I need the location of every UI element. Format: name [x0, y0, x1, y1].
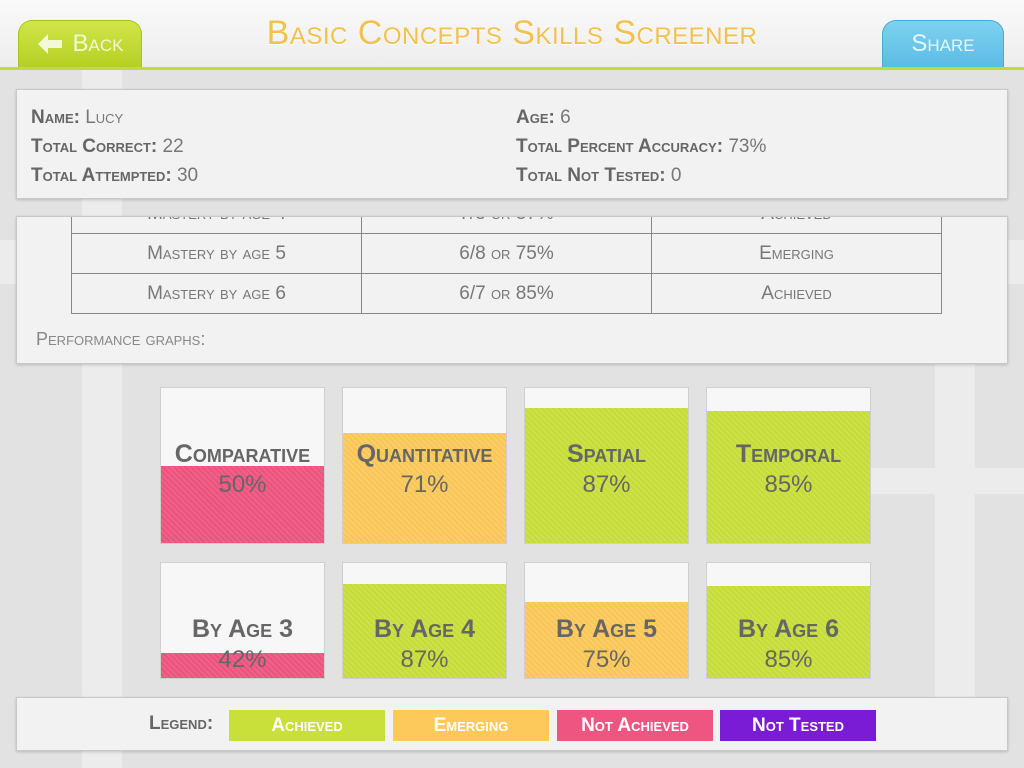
- share-button[interactable]: Share: [882, 20, 1004, 67]
- legend-emerging: Emerging: [393, 710, 549, 741]
- tile-name: Temporal: [735, 440, 842, 468]
- tile-fill: [343, 583, 506, 678]
- tile-name: Quantitative: [356, 440, 493, 468]
- table-row: Mastery by age 5 6/8 or 75% Emerging: [71, 233, 942, 274]
- tile-fill: [707, 586, 870, 678]
- tile-fill: [161, 652, 324, 678]
- tile-comparative[interactable]: Comparative 50%: [160, 387, 325, 544]
- back-arrow-icon: [37, 34, 62, 54]
- share-button-label: Share: [911, 30, 975, 57]
- student-age: Age: 6: [516, 107, 571, 128]
- back-button[interactable]: Back: [18, 20, 142, 67]
- tile-percent: 50%: [218, 471, 267, 498]
- tile-name: By Age 5: [556, 615, 657, 643]
- tile-name: By Age 4: [374, 615, 475, 643]
- total-correct: Total Correct: 22: [31, 136, 184, 157]
- table-row: Mastery by age 6 6/7 or 85% Achieved: [71, 273, 942, 314]
- tile-by-age-6[interactable]: By Age 6 85%: [706, 562, 871, 679]
- tile-percent: 87%: [400, 646, 449, 673]
- tile-spatial[interactable]: Spatial 87%: [524, 387, 689, 544]
- legend-achieved: Achieved: [229, 710, 385, 741]
- mastery-status-cell: Achieved: [651, 273, 942, 314]
- back-button-label: Back: [72, 30, 124, 57]
- mastery-table: Mastery by age 4 7/8 or 87% Achieved Mas…: [71, 217, 942, 314]
- tile-fill: [525, 602, 688, 678]
- student-name: Name: Lucy: [31, 107, 124, 128]
- tile-by-age-4[interactable]: By Age 4 87%: [342, 562, 507, 679]
- tile-percent: 42%: [218, 646, 267, 673]
- tile-percent: 87%: [582, 471, 631, 498]
- tile-by-age-3[interactable]: By Age 3 42%: [160, 562, 325, 679]
- tile-by-age-5[interactable]: By Age 5 75%: [524, 562, 689, 679]
- performance-graphs-label: Performance graphs:: [36, 329, 206, 349]
- mastery-status-cell: Emerging: [651, 233, 942, 274]
- legend-not-achieved: Not Achieved: [557, 710, 713, 741]
- app-header: Basic Concepts Skills Screener Back Shar…: [0, 0, 1024, 70]
- page-title: Basic Concepts Skills Screener: [266, 14, 758, 52]
- tile-quantitative[interactable]: Quantitative 71%: [342, 387, 507, 544]
- total-attempted: Total Attempted: 30: [31, 165, 199, 186]
- legend-panel: Legend: Achieved Emerging Not Achieved N…: [16, 697, 1008, 751]
- tile-percent: 85%: [764, 646, 813, 673]
- mastery-score-cell: 6/8 or 75%: [361, 233, 652, 274]
- mastery-status-cell: Achieved: [651, 217, 942, 234]
- tile-percent: 75%: [582, 646, 631, 673]
- total-not-tested: Total Not Tested: 0: [516, 165, 682, 186]
- tile-name: By Age 6: [738, 615, 839, 643]
- tile-temporal[interactable]: Temporal 85%: [706, 387, 871, 544]
- student-info-panel: Name: Lucy Total Correct: 22 Total Attem…: [16, 89, 1008, 199]
- mastery-label-cell: Mastery by age 6: [71, 273, 362, 314]
- tile-percent: 85%: [764, 471, 813, 498]
- mastery-score-cell: 6/7 or 85%: [361, 273, 652, 314]
- legend-title: Legend:: [149, 713, 214, 734]
- mastery-label-cell: Mastery by age 4: [71, 217, 362, 234]
- table-row: Mastery by age 4 7/8 or 87% Achieved: [71, 217, 942, 234]
- tile-name: Comparative: [174, 440, 311, 468]
- tile-fill: [161, 465, 324, 543]
- tile-fill: [707, 411, 870, 543]
- mastery-label-cell: Mastery by age 5: [71, 233, 362, 274]
- mastery-scroll-panel[interactable]: Mastery by age 4 7/8 or 87% Achieved Mas…: [16, 216, 1008, 364]
- legend-not-tested: Not Tested: [720, 710, 876, 741]
- mastery-score-cell: 7/8 or 87%: [361, 217, 652, 234]
- total-accuracy: Total Percent Accuracy: 73%: [516, 136, 767, 157]
- tile-fill: [343, 432, 506, 543]
- tile-name: Spatial: [567, 440, 646, 468]
- tile-name: By Age 3: [192, 615, 293, 643]
- tile-fill: [525, 408, 688, 543]
- tile-percent: 71%: [400, 471, 449, 498]
